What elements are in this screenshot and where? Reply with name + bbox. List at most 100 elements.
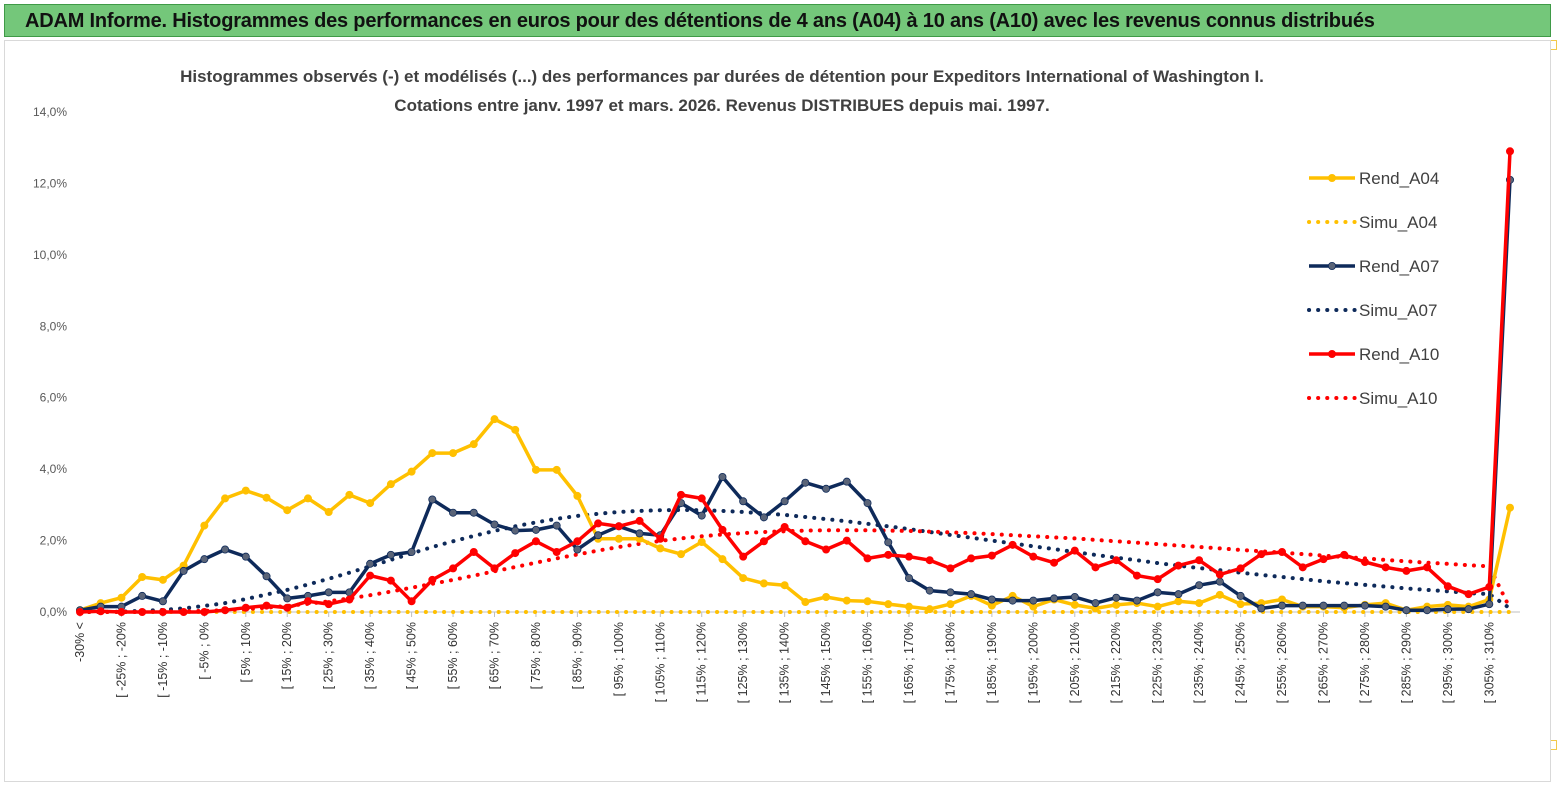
chart-title-line-1: Histogrammes observés (-) et modélisés (… xyxy=(180,67,1264,86)
y-tick-label: 10,0% xyxy=(33,248,67,262)
point-rend-a04 xyxy=(1070,600,1079,609)
point-rend-a07 xyxy=(531,525,540,534)
point-rend-a10 xyxy=(1008,540,1017,549)
point-rend-a10 xyxy=(1070,546,1079,555)
point-rend-a04 xyxy=(552,465,561,474)
x-tick-label: [ 65% ; 70% xyxy=(487,622,501,689)
point-rend-a10 xyxy=(677,490,686,499)
x-tick-label: [ 75% ; 80% xyxy=(529,622,543,689)
chart-title-line-2: Cotations entre janv. 1997 et mars. 2026… xyxy=(394,96,1049,115)
point-rend-a10 xyxy=(946,564,955,573)
series-line-rend-a04 xyxy=(79,417,1512,612)
x-tick-label: [ 145% ; 150% xyxy=(819,622,833,703)
point-rend-a07 xyxy=(1402,606,1411,615)
point-rend-a10 xyxy=(303,597,312,606)
x-tick-label: [ -25% ; -20% xyxy=(114,622,128,698)
x-tick-label: [ 255% ; 260% xyxy=(1275,622,1289,703)
legend-item-simu-a04[interactable]: Simu_A04 xyxy=(1307,213,1437,232)
series-simu-a10 xyxy=(78,528,1512,614)
point-rend-a10 xyxy=(283,603,292,612)
point-rend-a10 xyxy=(884,550,893,559)
legend-item-rend-a10[interactable]: Rend_A10 xyxy=(1309,345,1439,364)
point-rend-a10 xyxy=(1112,556,1121,565)
x-tick-label: [ 295% ; 300% xyxy=(1441,622,1455,703)
point-rend-a07 xyxy=(262,572,271,581)
point-rend-a10 xyxy=(490,564,499,573)
x-tick-label: [ 35% ; 40% xyxy=(363,622,377,689)
point-rend-a10 xyxy=(511,549,520,558)
point-rend-a07 xyxy=(863,499,872,508)
point-rend-a07 xyxy=(822,484,831,493)
x-tick-label: [ 45% ; 50% xyxy=(405,622,419,689)
x-tick-label: [ 235% ; 240% xyxy=(1192,622,1206,703)
point-rend-a04 xyxy=(801,598,810,607)
legend-label-rend-a07: Rend_A07 xyxy=(1359,257,1439,276)
point-rend-a10 xyxy=(1091,563,1100,572)
point-rend-a10 xyxy=(345,595,354,604)
point-rend-a07 xyxy=(1485,600,1494,609)
point-rend-a07 xyxy=(324,588,333,597)
point-rend-a04 xyxy=(925,605,934,614)
point-rend-a07 xyxy=(573,545,582,554)
x-tick-label: [ 5% ; 10% xyxy=(239,622,253,682)
legend-label-rend-a10: Rend_A10 xyxy=(1359,345,1439,364)
point-rend-a07 xyxy=(1112,593,1121,602)
point-rend-a07 xyxy=(1070,593,1079,602)
point-rend-a07 xyxy=(241,552,250,561)
x-tick-label: [ 85% ; 90% xyxy=(570,622,584,689)
legend[interactable]: Rend_A04 Simu_A04 Rend_A07 Simu_A07 Rend_A10… xyxy=(1307,169,1439,408)
legend-item-simu-a10[interactable]: Simu_A10 xyxy=(1307,389,1437,408)
point-rend-a10 xyxy=(656,534,665,543)
x-tick-label: [ 185% ; 190% xyxy=(985,622,999,703)
point-rend-a10 xyxy=(1340,550,1349,559)
x-tick-label: [ 275% ; 280% xyxy=(1358,622,1372,703)
x-tick-label: [ 155% ; 160% xyxy=(861,622,875,703)
point-rend-a04 xyxy=(117,593,126,602)
point-rend-a07 xyxy=(1381,602,1390,611)
point-rend-a04 xyxy=(241,486,250,495)
x-tick-label: [ 165% ; 170% xyxy=(902,622,916,703)
point-rend-a10 xyxy=(324,600,333,609)
x-tick-label: [ 285% ; 290% xyxy=(1399,622,1413,703)
point-rend-a10 xyxy=(1132,571,1141,580)
point-rend-a10 xyxy=(200,608,209,617)
point-rend-a10 xyxy=(428,575,437,584)
series-line-simu-a10 xyxy=(78,528,1512,614)
x-tick-label: [ 175% ; 180% xyxy=(943,622,957,703)
legend-label-simu-a04: Simu_A04 xyxy=(1359,213,1437,232)
point-rend-a10 xyxy=(842,536,851,545)
point-rend-a10 xyxy=(1423,563,1432,572)
point-rend-a04 xyxy=(1153,602,1162,611)
point-rend-a07 xyxy=(469,508,478,517)
point-rend-a10 xyxy=(552,547,561,556)
point-rend-a04 xyxy=(158,575,167,584)
point-rend-a04 xyxy=(780,581,789,590)
point-rend-a07 xyxy=(1443,605,1452,614)
legend-marker-rend-a07 xyxy=(1328,261,1337,270)
legend-item-rend-a04[interactable]: Rend_A04 xyxy=(1309,169,1439,188)
chart-frame: Histogrammes observés (-) et modélisés (… xyxy=(4,40,1551,782)
legend-item-rend-a07[interactable]: Rend_A07 xyxy=(1309,257,1439,276)
point-rend-a04 xyxy=(884,600,893,609)
point-rend-a10 xyxy=(1485,583,1494,592)
point-rend-a04 xyxy=(324,507,333,516)
point-rend-a10 xyxy=(386,576,395,585)
point-rend-a07 xyxy=(366,559,375,568)
point-rend-a04 xyxy=(531,465,540,474)
legend-label-simu-a07: Simu_A07 xyxy=(1359,301,1437,320)
point-rend-a07 xyxy=(552,521,561,530)
point-rend-a07 xyxy=(138,591,147,600)
y-tick-label: 14,0% xyxy=(33,105,67,119)
point-rend-a04 xyxy=(1112,600,1121,609)
point-rend-a04 xyxy=(469,440,478,449)
point-rend-a07 xyxy=(697,511,706,520)
point-rend-a07 xyxy=(967,590,976,599)
point-rend-a10 xyxy=(1443,582,1452,591)
point-rend-a07 xyxy=(1360,601,1369,610)
point-rend-a07 xyxy=(987,595,996,604)
point-rend-a07 xyxy=(718,472,727,481)
point-rend-a10 xyxy=(925,556,934,565)
legend-item-simu-a07[interactable]: Simu_A07 xyxy=(1307,301,1437,320)
point-rend-a07 xyxy=(904,574,913,583)
series-line-rend-a10 xyxy=(79,151,1512,614)
